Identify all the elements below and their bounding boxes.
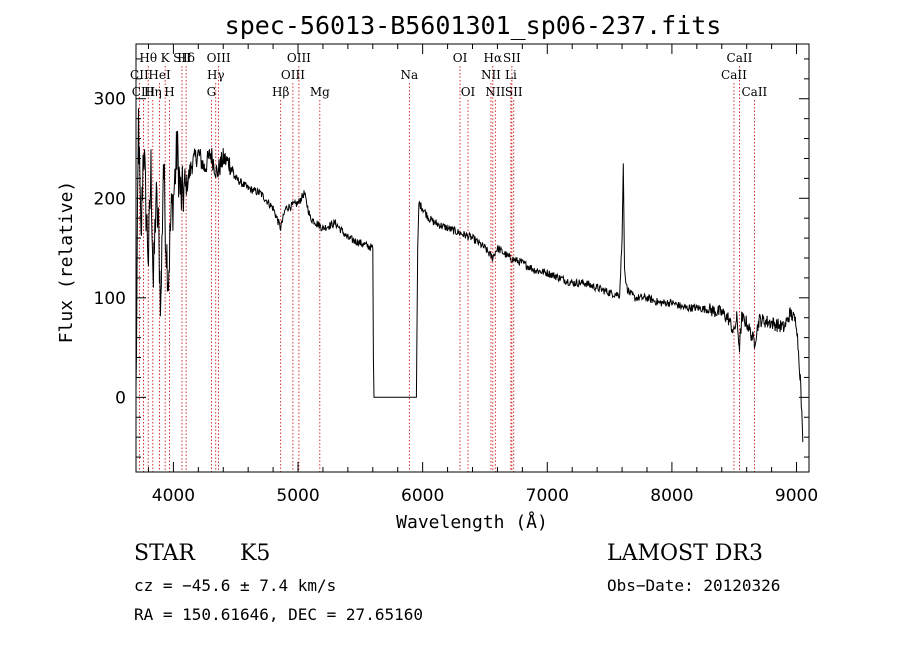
spectral-line-label: CaII bbox=[721, 68, 747, 82]
object-class: STAR bbox=[134, 541, 196, 566]
spectral-line-label: G bbox=[207, 85, 217, 99]
x-tick-label: 5000 bbox=[276, 486, 319, 506]
spectral-line-label: Na bbox=[400, 68, 418, 82]
spectral-line-label: SII bbox=[173, 51, 191, 65]
spectral-line-label: NII bbox=[481, 68, 501, 82]
spectrum-line bbox=[135, 108, 804, 443]
spectral-line-label: Li bbox=[505, 68, 517, 82]
spectral-line-label: OIII bbox=[281, 68, 305, 82]
spectral-line-label: OIII bbox=[287, 51, 311, 65]
plot-frame bbox=[135, 43, 810, 473]
y-tick-label: 300 bbox=[94, 90, 126, 110]
spectral-line-label: OI bbox=[461, 85, 476, 99]
x-tick-label: 7000 bbox=[526, 486, 569, 506]
chart-title: spec-56013-B5601301_sp06-237.fits bbox=[225, 11, 722, 40]
spectral-line-label: Hδ bbox=[177, 51, 195, 65]
spectral-line-label: Hα bbox=[484, 51, 503, 65]
object-subclass: K5 bbox=[240, 541, 270, 566]
spectral-line-label: CaII bbox=[727, 51, 753, 65]
obs-date: Obs−Date: 20120326 bbox=[607, 576, 780, 595]
spectral-line-label: HeI bbox=[148, 68, 171, 82]
spectral-line-label: Mg bbox=[310, 85, 330, 99]
x-tick-label: 4000 bbox=[152, 486, 195, 506]
spectral-line-label: NII bbox=[485, 85, 505, 99]
y-tick-label: 0 bbox=[115, 388, 126, 408]
line-markers bbox=[138, 66, 755, 472]
spectral-line-label: H bbox=[164, 85, 174, 99]
spectral-line-label: CaII bbox=[741, 85, 767, 99]
y-axis-ticks: 0 100 200 300 bbox=[94, 58, 809, 458]
spectral-line-label: Hγ bbox=[207, 68, 225, 82]
y-tick-label: 100 bbox=[94, 289, 126, 309]
spectral-line-label: CIII bbox=[132, 85, 156, 99]
x-axis-ticks: 4000 5000 6000 7000 8000 9000 bbox=[147, 44, 818, 506]
x-tick-label: 9000 bbox=[775, 486, 818, 506]
spectral-line-label: SII bbox=[503, 51, 521, 65]
survey-name: LAMOST DR3 bbox=[607, 541, 763, 566]
x-tick-label: 6000 bbox=[401, 486, 444, 506]
redshift-text: cz = −45.6 ± 7.4 km/s bbox=[134, 576, 336, 595]
spectral-line-label: CII bbox=[130, 68, 149, 82]
y-tick-label: 200 bbox=[94, 189, 126, 209]
spectral-line-label: Hβ bbox=[272, 85, 289, 99]
spectral-line-label: Hη bbox=[144, 85, 162, 99]
x-tick-label: 8000 bbox=[650, 486, 693, 506]
spectral-line-label: K bbox=[161, 51, 171, 65]
spectral-line-label: SII bbox=[505, 85, 523, 99]
y-axis-label: Flux (relative) bbox=[56, 181, 77, 344]
spectral-line-label: OI bbox=[453, 51, 468, 65]
spectral-line-label: Hθ bbox=[139, 51, 157, 65]
spectral-line-label: OIII bbox=[207, 51, 231, 65]
x-axis-label: Wavelength (Å) bbox=[396, 511, 548, 533]
coordinates: RA = 150.61646, DEC = 27.65160 bbox=[134, 605, 423, 624]
